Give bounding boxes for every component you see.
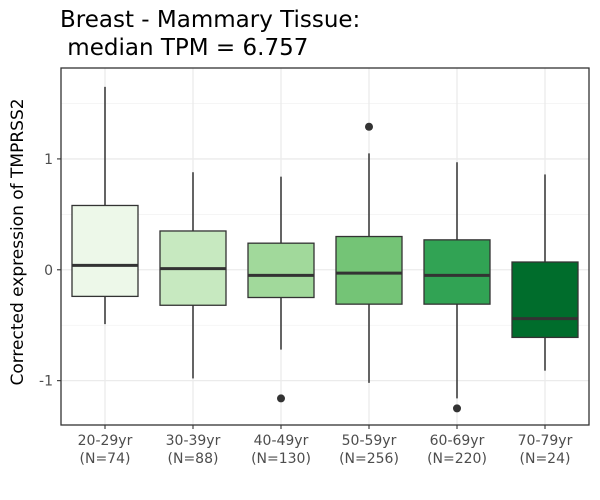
x-tick-label: 60-69yr: [430, 433, 485, 449]
x-tick-label: 30-39yr: [166, 433, 221, 449]
x-tick-label: 50-59yr: [342, 433, 397, 449]
plot-panel: [61, 68, 589, 425]
outlier-point: [365, 122, 373, 131]
chart-title: Breast - Mammary Tissue: median TPM = 6.…: [60, 6, 360, 62]
outlier-point: [453, 404, 461, 413]
x-tick-label: 40-49yr: [254, 433, 309, 449]
x-tick-count-label: (N=220): [427, 451, 487, 467]
y-tick-label: -1: [39, 374, 53, 390]
x-tick-count-label: (N=24): [520, 451, 571, 467]
x-tick-count-label: (N=130): [251, 451, 311, 467]
chart-title-line2: median TPM = 6.757: [60, 35, 309, 61]
chart-title-line1: Breast - Mammary Tissue:: [60, 7, 361, 33]
x-tick-label: 20-29yr: [78, 433, 133, 449]
y-tick-label: 1: [44, 152, 53, 168]
x-tick-label: 70-79yr: [518, 433, 573, 449]
box-iqr: [423, 239, 491, 305]
box-iqr: [335, 235, 403, 305]
box-iqr: [71, 204, 139, 298]
x-tick-count-label: (N=88): [168, 451, 219, 467]
y-tick-label: 0: [44, 263, 53, 279]
box-iqr: [247, 242, 315, 299]
plot-border: [60, 67, 590, 426]
box-iqr: [511, 261, 579, 339]
outlier-point: [277, 394, 285, 403]
x-tick-count-label: (N=74): [80, 451, 131, 467]
x-tick-count-label: (N=256): [339, 451, 399, 467]
